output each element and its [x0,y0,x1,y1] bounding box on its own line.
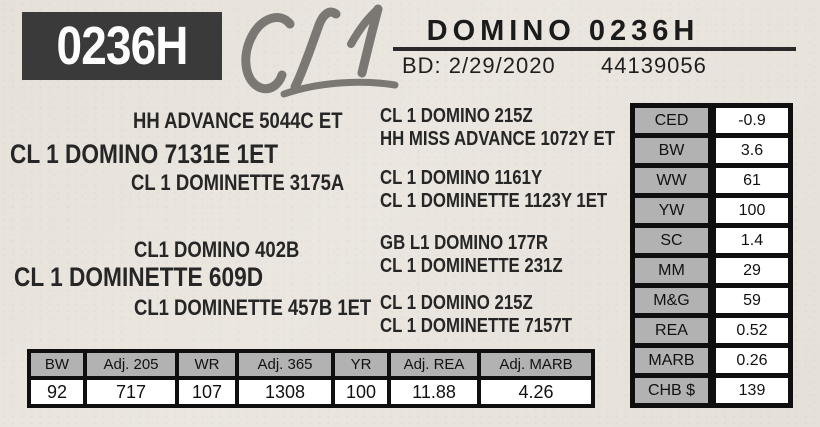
pedigree-gg-line: GB L1 DOMINO 177R [380,232,549,254]
pedigree-dam: CL 1 DOMINETTE 609D [14,262,264,292]
epd-label: M&G [635,288,708,313]
epd-value: 29 [716,258,788,283]
perf-header: Adj. MARB [481,353,591,376]
epd-label: REA [635,318,708,343]
perf-value: 4.26 [481,380,591,404]
logo-letter-l-sweep [280,78,399,98]
performance-table: BW Adj. 205 WR Adj. 365 YR Adj. REA Adj.… [27,349,595,408]
tag-number: 0236H [56,16,188,76]
tag-number-box: 0236H [22,12,222,80]
epd-label: WW [635,168,708,193]
epd-value: 0.52 [716,318,788,343]
perf-header: YR [335,353,387,376]
pedigree-gg-line: CL 1 DOMINETTE 7157T [380,315,573,337]
perf-header: Adj. 205 [87,353,175,376]
perf-value: 92 [31,380,83,404]
pedigree-dam-grandsire: CL1 DOMINO 402B [134,237,300,262]
epd-label: CHB $ [635,378,708,403]
epd-label: SC [635,228,708,253]
pedigree-sire: CL 1 DOMINO 7131E 1ET [10,139,279,169]
epd-value: 139 [716,378,788,403]
pedigree-gg-line: CL 1 DOMINETTE 1123Y 1ET [380,190,608,212]
epd-label: BW [635,138,708,163]
birth-date: BD: 2/29/2020 [402,53,556,78]
epd-value: 59 [716,288,788,313]
pedigree-gg-line: CL 1 DOMINETTE 231Z [380,255,563,277]
perf-value: 107 [179,380,235,404]
epd-label: MARB [635,348,708,373]
epd-value: 3.6 [716,138,788,163]
cl1-brand-logo [241,4,399,98]
epd-value: 1.4 [716,228,788,253]
epd-value: 61 [716,168,788,193]
pedigree-dam-granddam: CL1 DOMINETTE 457B 1ET [134,295,372,320]
epd-table: CED -0.9 BW 3.6 WW 61 YW 100 SC 1.4 MM 2… [630,103,793,408]
pedigree-gg-line: CL 1 DOMINO 1161Y [380,167,543,189]
perf-header: BW [31,353,83,376]
perf-header: Adj. REA [391,353,477,376]
perf-value: 1308 [239,380,331,404]
perf-header: Adj. 365 [239,353,331,376]
epd-value: 0.26 [716,348,788,373]
animal-name-title: DOMINO 0236H [426,15,700,47]
perf-header: WR [179,353,235,376]
epd-value: 100 [716,198,788,223]
perf-value: 717 [87,380,175,404]
pedigree-gg-line: CL 1 DOMINO 215Z [380,105,533,127]
epd-label: MM [635,258,708,283]
pedigree-sire-grandsire: HH ADVANCE 5044C ET [133,108,343,133]
registration-number: 44139056 [601,53,707,78]
logo-letter-c [241,13,295,94]
logo-text: CL1 [0,0,1,1]
perf-value: 100 [335,380,387,404]
epd-label: CED [635,108,708,133]
logo-numeral-1-stem [357,4,383,78]
epd-label: YW [635,198,708,223]
epd-value: -0.9 [716,108,788,133]
perf-value: 11.88 [391,380,477,404]
pedigree-sire-granddam: CL 1 DOMINETTE 3175A [131,170,345,195]
logo-letter-l-stem [290,7,341,92]
title-underline [393,47,796,51]
pedigree-gg-line: CL 1 DOMINO 215Z [380,292,533,314]
pedigree-gg-line: HH MISS ADVANCE 1072Y ET [380,128,615,150]
